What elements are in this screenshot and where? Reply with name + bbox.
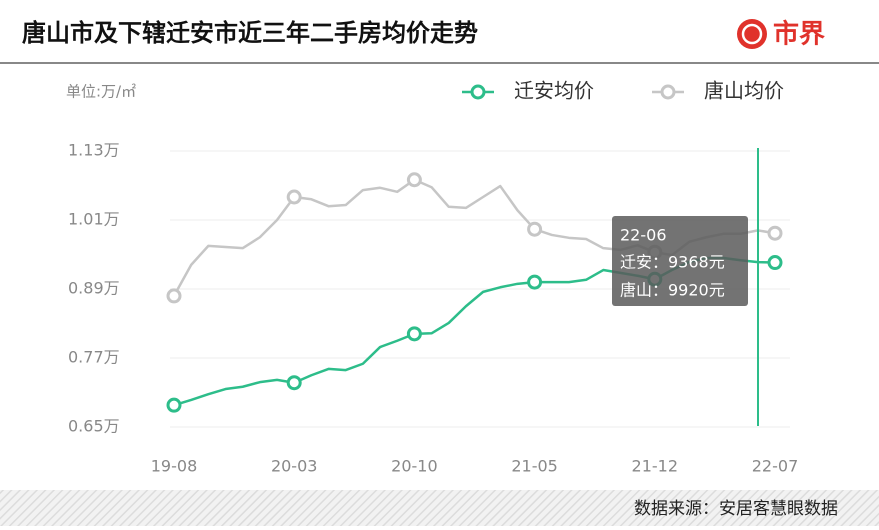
x-tick-label: 19-08	[151, 457, 198, 476]
page-title: 唐山市及下辖迁安市近三年二手房均价走势	[22, 19, 478, 47]
point-marker	[286, 189, 302, 205]
x-tick-label: 21-05	[511, 457, 558, 476]
tooltip-box	[612, 216, 748, 306]
legend-marker	[660, 84, 676, 100]
tooltip-line: 唐山：9920元	[620, 281, 725, 300]
footer-source: 数据来源：安居客慧眼数据	[634, 499, 838, 519]
y-tick-label: 1.13万	[68, 141, 120, 160]
point-marker	[406, 326, 422, 342]
point-marker	[527, 274, 543, 290]
x-tick-label: 22-07	[752, 457, 799, 476]
point-marker	[286, 375, 302, 391]
point-marker	[406, 172, 422, 188]
x-tick-label: 20-10	[391, 457, 438, 476]
logo-text: 市界	[773, 19, 825, 50]
legend-label: 唐山均价	[704, 79, 784, 103]
y-tick-label: 0.77万	[68, 348, 120, 367]
x-tick-label: 20-03	[271, 457, 318, 476]
header-bg	[0, 0, 879, 62]
point-marker	[527, 221, 543, 237]
tooltip-line: 迁安：9368元	[620, 253, 725, 272]
logo-icon	[737, 19, 767, 49]
legend-marker	[470, 84, 486, 100]
point-marker	[166, 397, 182, 413]
y-tick-label: 1.01万	[68, 210, 120, 229]
footer-bg	[0, 490, 879, 526]
tooltip-title: 22-06	[620, 226, 667, 245]
unit-label: 单位:万/㎡	[66, 83, 136, 101]
point-marker	[767, 255, 783, 271]
legend-label: 迁安均价	[514, 79, 594, 103]
y-tick-label: 0.65万	[68, 417, 120, 436]
x-tick-label: 21-12	[632, 457, 679, 476]
point-marker	[166, 288, 182, 304]
point-marker	[767, 225, 783, 241]
y-tick-label: 0.89万	[68, 279, 120, 298]
logo-icon-ring	[741, 23, 763, 45]
